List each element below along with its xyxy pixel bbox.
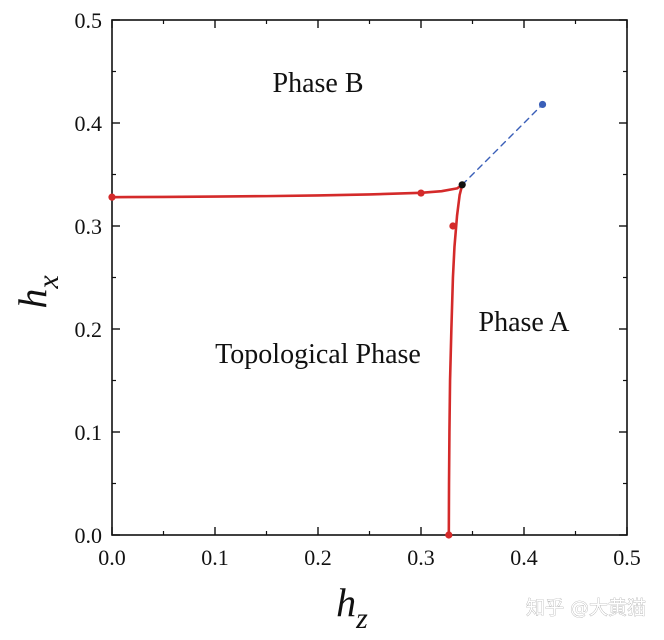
x-tick-label: 0.2	[304, 545, 332, 570]
plot-frame	[111, 19, 628, 536]
points-layer	[108, 100, 547, 539]
y-tick-label: 0.3	[75, 214, 103, 239]
y-axis-title: hx	[10, 275, 65, 309]
x-tick-label: 0.1	[201, 545, 229, 570]
y-tick-label: 0.0	[75, 523, 103, 548]
y-tick-label: 0.5	[75, 8, 103, 33]
x-axis-title: hz	[336, 580, 368, 635]
y-tick-label: 0.4	[75, 111, 103, 136]
point-left	[108, 193, 116, 201]
y-tick-label: 0.1	[75, 420, 103, 445]
topological-phase-label: Topological Phase	[215, 339, 421, 370]
watermark: 知乎 @大黄猫	[526, 597, 646, 619]
point-vertical	[449, 222, 457, 230]
annotation-layer: Phase B Phase A Topological Phase	[215, 68, 570, 370]
axis-ticks: 0.0 0.1 0.2 0.3 0.4 0.5 0.0 0.1 0.2 0.3 0.4 0.5	[75, 8, 641, 570]
point-bottom	[445, 531, 453, 539]
point-horizontal	[417, 189, 425, 197]
horizontal-boundary	[110, 183, 464, 199]
series-layer	[110, 103, 544, 537]
x-tick-label: 0.5	[613, 545, 641, 570]
tricritical-point	[458, 181, 466, 189]
vertical-boundary	[447, 183, 464, 537]
y-tick-label: 0.2	[75, 317, 103, 342]
x-tick-label: 0.3	[407, 545, 435, 570]
phase-a-label: Phase A	[479, 307, 571, 338]
point-end-dashed	[538, 100, 547, 109]
x-tick-label: 0.4	[510, 545, 538, 570]
phase-b-label: Phase B	[273, 68, 364, 99]
x-tick-label: 0.0	[98, 545, 126, 570]
dashed-extension	[461, 103, 544, 186]
